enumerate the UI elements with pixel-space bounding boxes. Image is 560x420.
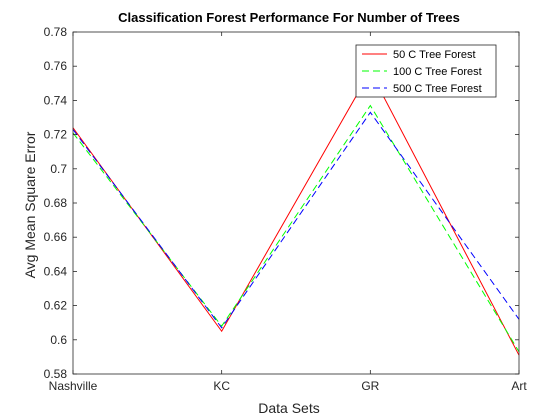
legend-label-1: 50 C Tree Forest [393,49,476,61]
y-tick-label: 0.72 [44,128,68,142]
x-tick-label: GR [361,379,379,393]
y-tick-label: 0.62 [44,299,68,313]
x-tick-label: KC [213,379,230,393]
x-axis-label: Data Sets [258,400,319,416]
y-tick-label: 0.58 [44,367,68,381]
y-tick-label: 0.76 [44,59,68,73]
y-tick-label: 0.68 [44,196,68,210]
legend: 50 C Tree Forest 100 C Tree Forest 500 C T… [355,44,497,98]
legend-label-3: 500 C Tree Forest [393,83,482,95]
y-tick-label: 0.64 [44,264,68,278]
y-tick-label: 0.7 [50,162,67,176]
chart-title: Classification Forest Performance For Nu… [118,10,460,25]
x-tick-label: Nashville [49,379,98,393]
legend-label-2: 100 C Tree Forest [393,66,482,78]
series-layer [72,70,520,356]
x-tick-label: Art [511,379,527,393]
series-line-2 [72,104,520,353]
ticks-layer: 0.58 0.6 0.62 0.64 0.66 0.68 0.7 0.72 0.74 0.76 0.… [44,25,528,393]
y-tick-label: 0.78 [44,25,68,39]
y-tick-label: 0.66 [44,230,68,244]
y-tick-label: 0.74 [44,93,68,107]
y-axis-label: Avg Mean Square Error [22,131,38,278]
series-line-3 [72,111,520,329]
y-tick-label: 0.6 [50,333,67,347]
